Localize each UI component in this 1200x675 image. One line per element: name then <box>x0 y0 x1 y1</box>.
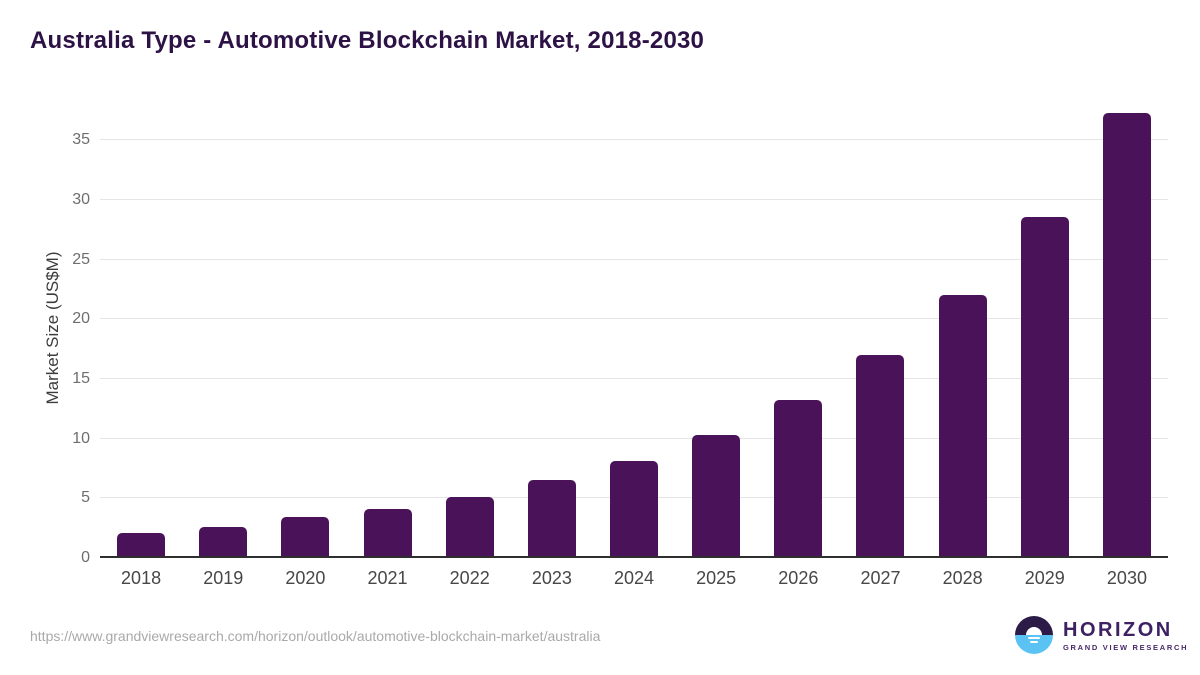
bar-column-2026 <box>757 96 839 558</box>
bar-2022 <box>445 497 494 558</box>
bar-2025 <box>692 435 741 558</box>
x-tick-label-2024: 2024 <box>613 568 655 588</box>
bar-2028 <box>938 295 987 558</box>
y-tick-label: 35 <box>72 131 90 149</box>
logo-sea-half <box>1015 635 1053 654</box>
bar-2024 <box>610 461 659 558</box>
bar-2027 <box>856 355 905 558</box>
x-tick-label-2021: 2021 <box>367 568 408 588</box>
bar-2023 <box>527 480 576 558</box>
x-tick-label-2027: 2027 <box>860 568 901 588</box>
bar-2030 <box>1102 112 1151 558</box>
gridline <box>100 437 1168 439</box>
logo-reflection-line <box>1028 637 1040 639</box>
y-tick-label: 10 <box>72 429 90 447</box>
bar-column-2019 <box>182 96 264 558</box>
x-tick-label-2019: 2019 <box>203 568 244 588</box>
x-axis-labels: 2018 2019 2020 2021 2022 2023 2024 2025 2026 2027… <box>100 568 1168 589</box>
logo-text: HORIZON GRAND VIEW RESEARCH <box>1063 619 1188 652</box>
bar-column-2024 <box>593 96 675 558</box>
bar-column-2027 <box>839 96 921 558</box>
x-tick-label-2029: 2029 <box>1024 568 1065 588</box>
bar-2029 <box>1020 216 1069 558</box>
gridline <box>100 198 1168 200</box>
chart-title: Australia Type - Automotive Blockchain M… <box>30 27 705 54</box>
y-tick-label: 20 <box>72 310 90 328</box>
x-tick-label-2018: 2018 <box>121 568 162 588</box>
y-tick-label: 15 <box>72 369 90 387</box>
bar-column-2025 <box>675 96 757 558</box>
logo-reflection-line <box>1030 641 1038 643</box>
plot-area <box>100 96 1168 558</box>
bar-column-2023 <box>511 96 593 558</box>
x-tick-label-2026: 2026 <box>778 568 819 588</box>
bar-column-2028 <box>922 96 1004 558</box>
x-tick-label-2022: 2022 <box>449 568 490 588</box>
source-url: https://www.grandviewresearch.com/horizo… <box>30 628 601 644</box>
bar-2019 <box>199 526 248 558</box>
x-axis-line <box>100 556 1168 558</box>
x-tick-label-2020: 2020 <box>285 568 326 588</box>
bars-container <box>100 96 1168 558</box>
logo-subtitle: GRAND VIEW RESEARCH <box>1063 642 1189 652</box>
y-tick-label: 25 <box>72 250 90 268</box>
bar-column-2030 <box>1086 96 1168 558</box>
x-tick-label-2025: 2025 <box>696 568 737 588</box>
gridline <box>100 377 1168 379</box>
horizon-sun-icon <box>1015 616 1053 654</box>
y-tick-label: 30 <box>72 190 90 208</box>
bar-column-2022 <box>429 96 511 558</box>
bar-column-2018 <box>100 96 182 558</box>
bar-column-2020 <box>264 96 346 558</box>
y-tick-label: 5 <box>81 489 90 507</box>
bar-2018 <box>117 532 166 558</box>
gridline <box>100 258 1168 260</box>
gridline <box>100 139 1168 141</box>
gridline <box>100 318 1168 320</box>
bar-column-2021 <box>346 96 428 558</box>
bar-2021 <box>363 509 412 558</box>
bar-2026 <box>774 400 823 558</box>
bar-column-2029 <box>1004 96 1086 558</box>
logo-sky-half <box>1015 616 1053 635</box>
logo-sun-shape <box>1026 627 1042 635</box>
x-tick-label-2023: 2023 <box>531 568 572 588</box>
bar-2020 <box>281 517 330 558</box>
logo-name: HORIZON <box>1063 618 1173 641</box>
horizon-logo: HORIZON GRAND VIEW RESEARCH <box>1015 616 1188 654</box>
y-tick-label: 0 <box>81 549 90 566</box>
x-tick-label-2030: 2030 <box>1106 568 1147 588</box>
x-tick-label-2028: 2028 <box>942 568 983 588</box>
